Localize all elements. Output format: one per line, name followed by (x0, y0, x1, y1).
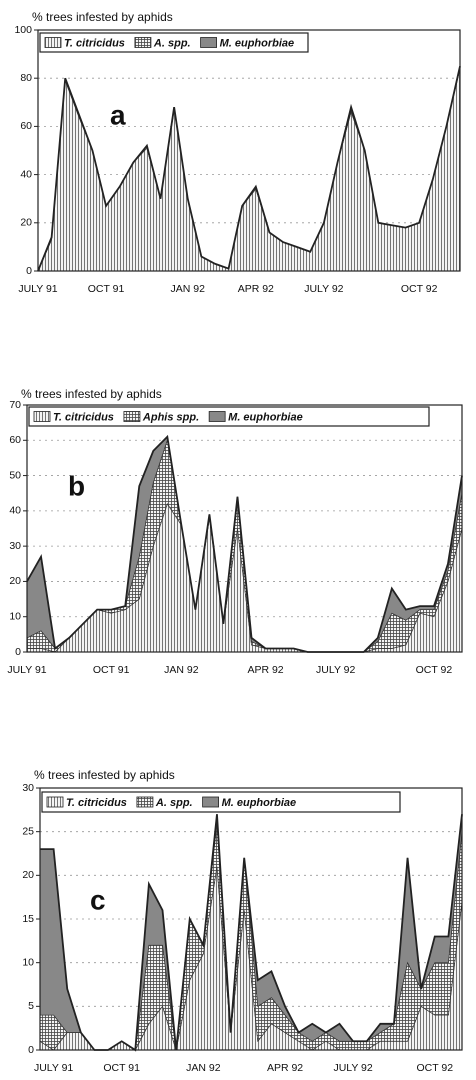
x-tick-label: APR 92 (247, 664, 283, 676)
x-tick-label: JULY 91 (18, 283, 57, 295)
x-tick-label: OCT 92 (416, 1062, 453, 1074)
legend-swatch (208, 411, 226, 422)
y-tick-label: 60 (20, 120, 32, 132)
x-tick-label: JULY 92 (333, 1062, 372, 1074)
y-tick-label: 0 (28, 1044, 34, 1056)
legend-label: A. spp. (153, 37, 191, 49)
plot-frame (37, 29, 461, 272)
total-outline (37, 65, 461, 272)
y-tick-label: 20 (22, 869, 34, 881)
legend-box (39, 32, 309, 53)
y-tick-label: 100 (14, 24, 32, 36)
legend-swatch (200, 37, 217, 48)
legend-swatch (123, 411, 141, 422)
y-tick-label: 30 (9, 540, 21, 552)
legend-label: A. spp. (155, 797, 193, 809)
y-tick-label: 30 (22, 782, 34, 794)
legend-swatch (44, 37, 62, 48)
legend-swatch (33, 411, 51, 422)
x-tick-label: JULY 91 (34, 1062, 73, 1074)
area-vertical (37, 68, 461, 272)
y-tick-label: 25 (22, 825, 34, 837)
y-axis-title: % trees infested by aphids (34, 768, 175, 782)
legend-label: M. euphorbiae (228, 411, 303, 423)
y-axis-title: % trees infested by aphids (21, 387, 162, 401)
x-tick-label: APR 92 (267, 1062, 303, 1074)
x-tick-label: JULY 92 (304, 283, 343, 295)
y-tick-label: 70 (9, 399, 21, 411)
legend-box (41, 791, 401, 813)
y-tick-label: 20 (20, 217, 32, 229)
x-tick-label: JULY 92 (316, 664, 355, 676)
y-tick-label: 5 (28, 1000, 34, 1012)
y-tick-label: 40 (20, 168, 32, 180)
y-tick-label: 20 (9, 575, 21, 587)
y-axis-title: % trees infested by aphids (32, 10, 173, 24)
legend-swatch (202, 796, 219, 808)
x-tick-label: OCT 92 (401, 283, 438, 295)
y-tick-label: 60 (9, 434, 21, 446)
y-tick-label: 80 (20, 72, 32, 84)
legend-label: M. euphorbiae (220, 37, 295, 49)
plot-frame (39, 787, 463, 1051)
panel-letter: b (68, 470, 85, 501)
y-tick-label: 40 (9, 505, 21, 517)
x-tick-label: OCT 91 (93, 664, 130, 676)
x-tick-label: JAN 92 (186, 1062, 221, 1074)
y-tick-label: 50 (9, 469, 21, 481)
x-tick-label: APR 92 (238, 283, 274, 295)
legend-label: T. citricidus (64, 37, 125, 49)
total-outline (40, 814, 463, 1052)
legend-label: M. euphorbiae (222, 797, 297, 809)
x-tick-label: OCT 92 (416, 664, 453, 676)
y-tick-label: 10 (9, 610, 21, 622)
y-tick-label: 0 (26, 265, 32, 277)
total-outline (26, 434, 463, 653)
x-tick-label: JAN 92 (171, 283, 206, 295)
y-tick-label: 15 (22, 913, 34, 925)
legend-label: T. citricidus (53, 411, 114, 423)
legend-label: Aphis spp. (142, 411, 199, 423)
x-tick-label: JAN 92 (164, 664, 199, 676)
legend-swatch (134, 37, 152, 48)
panel-letter: a (110, 99, 126, 130)
x-tick-label: JULY 91 (7, 664, 46, 676)
legend-swatch (46, 796, 64, 808)
y-tick-label: 10 (22, 956, 34, 968)
plot-frame (26, 404, 463, 653)
x-tick-label: OCT 91 (103, 1062, 140, 1074)
y-tick-label: 0 (15, 646, 21, 658)
legend-label: T. citricidus (66, 797, 127, 809)
legend-swatch (136, 796, 154, 808)
panel-letter: c (90, 884, 106, 915)
x-tick-label: OCT 91 (88, 283, 125, 295)
